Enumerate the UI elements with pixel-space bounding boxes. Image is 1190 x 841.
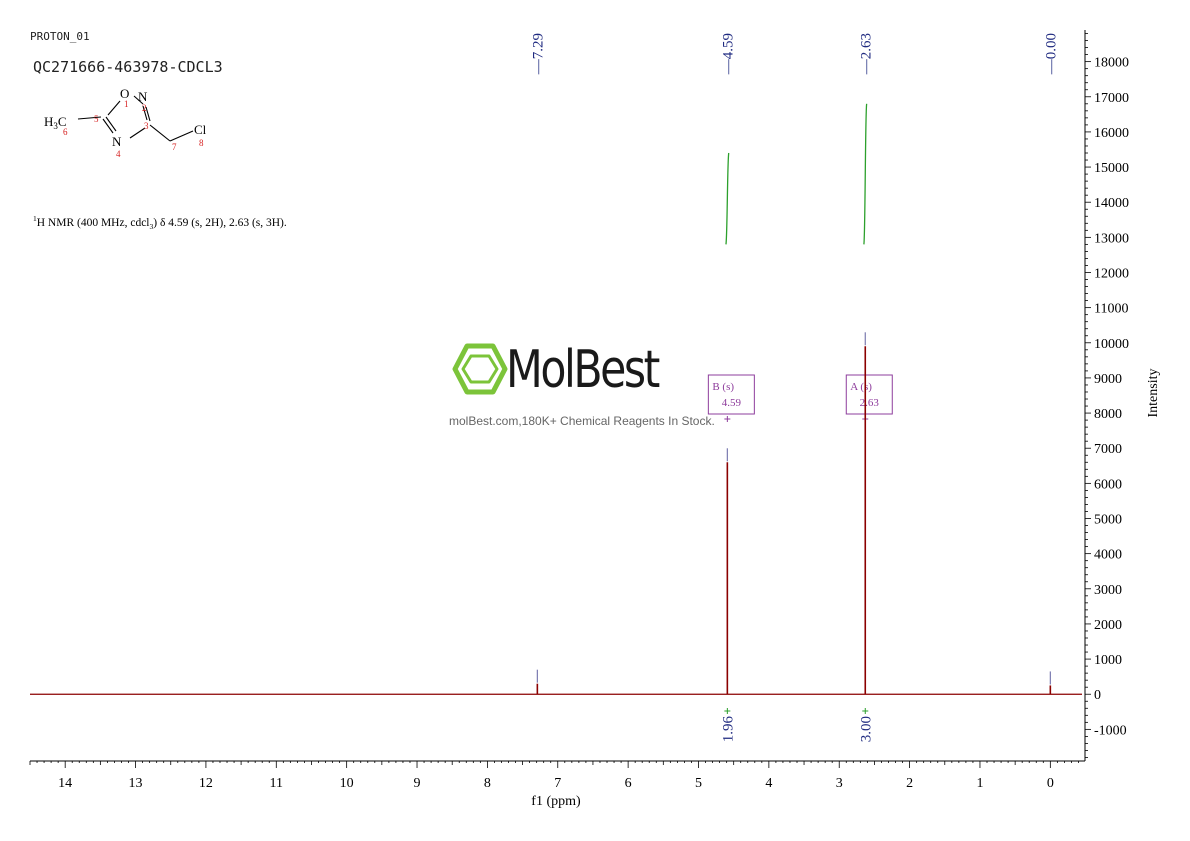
y-axis: -1000 0 1000 2000 3000 4000 5000 6000 7000 8000 90…: [1084, 30, 1129, 761]
x-tick-label: 8: [484, 776, 491, 791]
y-tick-label: 18000: [1094, 56, 1129, 71]
y-tick-label: 16000: [1094, 126, 1129, 141]
y-tick-label: 17000: [1094, 91, 1129, 106]
x-tick-label: 13: [129, 776, 143, 791]
atom-number-8: 8: [199, 138, 204, 148]
y-tick-label: 11000: [1094, 302, 1128, 317]
peak-shift-label: —2.63: [858, 33, 874, 75]
x-axis: 14 13 12 11 10 9 8 7 6 5 4 3 2 1 0: [29, 760, 1085, 791]
y-tick-label: 4000: [1094, 548, 1122, 563]
atom-number-5: 5: [94, 114, 99, 124]
integral-labels: 1.96 3.00: [720, 708, 874, 742]
y-tick-label: 13000: [1094, 231, 1129, 246]
x-tick-label: 4: [765, 776, 772, 791]
multiplet-shift: 2.63: [860, 397, 880, 409]
x-tick-label: 7: [554, 776, 561, 791]
multiplet-box: [845, 374, 893, 415]
atom-n2: N: [138, 89, 148, 104]
integral-value-label: 1.96: [720, 716, 736, 743]
watermark-tagline: molBest.com,180K+ Chemical Reagents In S…: [449, 414, 715, 428]
nmr-description-part1: H NMR (400 MHz, cdcl: [36, 216, 150, 229]
y-tick-label: 6000: [1094, 477, 1122, 492]
y-tick-label: 8000: [1094, 407, 1122, 422]
atom-n4: N: [112, 134, 122, 149]
peak-labels: —7.29 —4.59 —2.63 —0.00: [530, 33, 1059, 75]
y-tick-label: 10000: [1094, 337, 1129, 352]
nmr-isotope-sup: 1: [33, 214, 37, 223]
x-tick-label: 10: [340, 776, 354, 791]
group-label-h3c: H3C: [44, 114, 67, 131]
x-tick-label: 1: [976, 776, 983, 791]
integral-value-label: 3.00: [858, 716, 874, 742]
x-tick-label: 0: [1047, 776, 1054, 791]
molecule-structure: H3C O N N Cl 1 2 3 4 5 6 7 8: [44, 86, 207, 159]
y-tick-label: 0: [1094, 688, 1101, 703]
integral-curves: [725, 103, 868, 245]
multiplet-box: [707, 374, 755, 415]
nmr-description: 1H NMR (400 MHz, cdcl3) δ 4.59 (s, 2H), …: [33, 214, 287, 231]
molbest-logo-icon: [452, 343, 508, 395]
x-axis-label: f1 (ppm): [531, 794, 581, 809]
peak-shift-label: —4.59: [720, 33, 736, 75]
y-tick-label: 15000: [1094, 161, 1129, 176]
integral-curve: [725, 152, 730, 245]
spectrum-layer: [30, 332, 1082, 695]
y-tick-label: 1000: [1094, 653, 1122, 668]
multiplet-letter-type: A (s): [850, 381, 872, 393]
multiplet-letter-type: B (s): [712, 381, 734, 393]
watermark-name: MolBest: [506, 340, 660, 400]
integral-curve: [863, 103, 868, 245]
atom-number-3: 3: [144, 121, 149, 131]
x-tick-label: 14: [58, 776, 72, 791]
x-tick-label: 12: [199, 776, 213, 791]
nmr-description-part2: ) δ 4.59 (s, 2H), 2.63 (s, 3H).: [153, 216, 287, 229]
peak-shift-label: —0.00: [1043, 33, 1059, 75]
x-tick-label: 5: [695, 776, 702, 791]
atom-cl8: Cl: [194, 122, 207, 137]
sample-id: QC271666-463978-CDCL3: [33, 58, 223, 76]
nmr-solvent-sub: 3: [149, 222, 154, 232]
x-tick-label: 6: [625, 776, 632, 791]
atom-number-6: 6: [63, 127, 68, 137]
atom-number-7: 7: [172, 142, 177, 152]
atom-o1: O: [120, 86, 129, 101]
peak-shift-label: —7.29: [530, 33, 546, 75]
y-tick-label: 3000: [1094, 583, 1122, 598]
x-tick-label: 11: [270, 776, 283, 791]
y-tick-label: 7000: [1094, 442, 1122, 457]
x-tick-label: 9: [414, 776, 421, 791]
y-axis-label: Intensity: [1146, 369, 1161, 418]
y-tick-label: 2000: [1094, 618, 1122, 633]
atom-number-1: 1: [124, 99, 129, 109]
y-tick-label: -1000: [1094, 723, 1127, 738]
y-tick-label: 12000: [1094, 266, 1129, 281]
multiplet-shift: 4.59: [722, 397, 742, 409]
molecule-bonds: [77, 95, 194, 142]
x-tick-label: 2: [906, 776, 913, 791]
atom-number-2: 2: [142, 103, 147, 113]
spectrum-name: PROTON_01: [30, 30, 90, 43]
y-tick-label: 5000: [1094, 513, 1122, 528]
multiplet-boxes: B (s) 4.59 A (s) 2.63: [707, 374, 893, 422]
atom-number-4: 4: [116, 149, 121, 159]
y-tick-label: 14000: [1094, 196, 1129, 211]
x-tick-label: 3: [836, 776, 843, 791]
y-tick-label: 9000: [1094, 372, 1122, 387]
